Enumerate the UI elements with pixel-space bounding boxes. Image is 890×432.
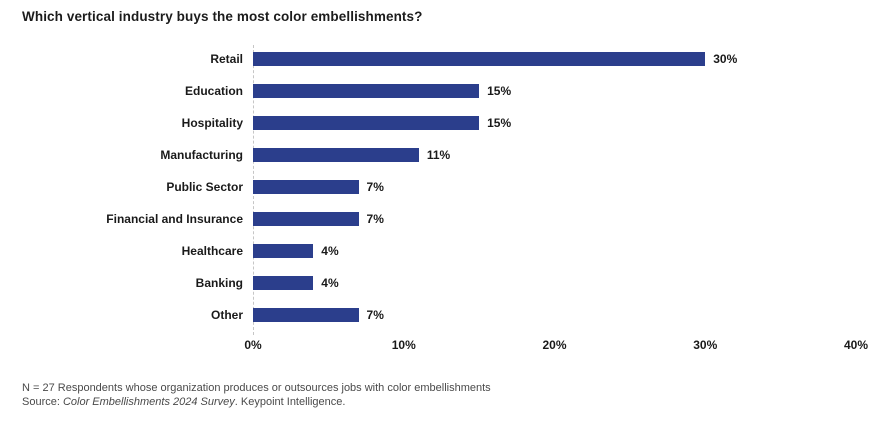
value-label: 4% [321,244,339,258]
bar-row: Manufacturing 11% [0,139,890,171]
bar-area: 4% [253,276,856,290]
category-label: Manufacturing [160,148,243,162]
bar-area: 15% [253,84,856,98]
bar-row: Public Sector 7% [0,171,890,203]
value-label: 30% [713,52,738,66]
x-tick-label: 10% [391,338,416,352]
category-label: Other [210,308,243,322]
category-label: Education [184,84,243,98]
footnote-line2: Source: Color Embellishments 2024 Survey… [22,396,491,410]
category-label: Healthcare [181,244,243,258]
x-tick-label: 40% [843,338,869,352]
footnote: N = 27 Respondents whose organization pr… [22,382,491,409]
bar-chart: Retail 30% Education 15% Hospitality 15% Manuf… [0,43,890,352]
bar [253,308,359,322]
value-label: 4% [321,276,339,290]
source-prefix: Source: [22,395,63,408]
x-axis: 0% 10% 20% 30% 40% [244,338,868,354]
bar-area: 11% [253,148,856,162]
bar-row: Banking 4% [0,267,890,299]
bar [253,180,359,194]
bar-row: Retail 30% [0,43,890,75]
category-label: Banking [195,276,243,290]
bar [253,212,359,226]
bar [253,116,480,130]
bar [253,148,419,162]
chart-title: Which vertical industry buys the most co… [22,9,423,24]
category-label: Financial and Insurance [106,212,243,226]
bar-rows: Retail 30% Education 15% Hospitality 15% Manuf… [0,43,890,331]
bar-row: Education 15% [0,75,890,107]
bar [253,276,314,290]
footnote-line1: N = 27 Respondents whose organization pr… [22,382,491,394]
bar-row: Financial and Insurance 7% [0,203,890,235]
bar-area: 15% [253,116,856,130]
bar-row: Other 7% [0,299,890,331]
bar-area: 7% [253,308,856,322]
bar-row: Healthcare 4% [0,235,890,267]
bar [253,52,706,66]
bar [253,84,480,98]
bar-area: 30% [253,52,856,66]
value-label: 7% [366,180,384,194]
source-suffix: . Keypoint Intelligence. [234,395,346,408]
value-label: 7% [366,308,384,322]
bar-row: Hospitality 15% [0,107,890,139]
x-tick-label: 20% [542,338,567,352]
category-label: Public Sector [166,180,243,194]
x-tick-label: 0% [244,338,262,352]
bar-area: 4% [253,244,856,258]
bar [253,244,314,258]
bar-area: 7% [253,212,856,226]
value-label: 15% [487,116,512,130]
x-tick-label: 30% [693,338,718,352]
value-label: 11% [426,148,451,162]
category-label: Retail [210,52,243,66]
source-survey-name: Color Embellishments 2024 Survey [62,395,235,408]
value-label: 7% [366,212,384,226]
category-label: Hospitality [181,116,243,130]
bar-area: 7% [253,180,856,194]
value-label: 15% [487,84,512,98]
